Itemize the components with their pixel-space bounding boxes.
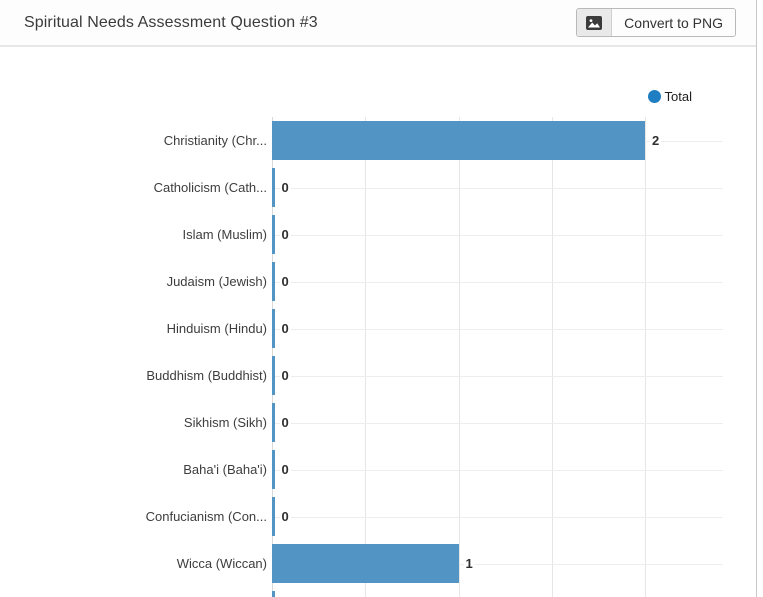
row-plot: 0 (272, 211, 723, 258)
bar-row: Christianity (Chr... 2 (0, 117, 756, 164)
category-label: Wicca (Wiccan) (176, 556, 267, 571)
value-label: 0 (279, 461, 291, 477)
value-label: 0 (279, 179, 291, 195)
bar[interactable] (272, 309, 275, 348)
bar[interactable] (272, 591, 275, 597)
row-plot: 1 (272, 540, 723, 587)
row-plot: 0 (272, 399, 723, 446)
page-title: Spiritual Needs Assessment Question #3 (24, 13, 318, 31)
row-gridline (272, 187, 723, 189)
value-label: 0 (279, 508, 291, 524)
category-label: Islam (Muslim) (182, 227, 268, 242)
row-gridline (272, 422, 723, 424)
bar-row: Islam (Muslim) 0 (0, 211, 756, 258)
category-label: Buddhism (Buddhist) (146, 368, 267, 383)
row-gridline (272, 328, 723, 330)
legend-item-total[interactable]: Total (0, 88, 692, 104)
row-plot: 0 (272, 352, 723, 399)
row-plot: 0 (272, 305, 723, 352)
bar[interactable] (272, 403, 275, 442)
row-gridline (272, 375, 723, 377)
row-gridline (272, 281, 723, 283)
vertical-gridline (459, 117, 460, 597)
bar[interactable] (272, 121, 645, 160)
vertical-gridline (365, 117, 366, 597)
value-label: 0 (279, 367, 291, 383)
category-label: Judaism (Jewish) (166, 274, 267, 289)
bar-row: 0 (0, 587, 756, 597)
convert-button-label: Convert to PNG (612, 9, 735, 36)
category-label: Catholicism (Cath... (153, 180, 267, 195)
bar[interactable] (272, 497, 275, 536)
row-plot: 2 (272, 117, 723, 164)
bar[interactable] (272, 544, 459, 583)
row-gridline (272, 516, 723, 518)
row-gridline (272, 563, 723, 565)
value-label: 0 (279, 320, 291, 336)
bar[interactable] (272, 262, 275, 301)
category-label: Hinduism (Hindu) (166, 321, 267, 336)
vertical-gridline (645, 117, 646, 597)
value-label: 1 (463, 555, 475, 571)
plot-area: Christianity (Chr... 2 Catholicism (Cath… (0, 117, 756, 597)
vertical-gridline (552, 117, 553, 597)
bar-row: Sikhism (Sikh) 0 (0, 399, 756, 446)
image-icon (577, 9, 613, 36)
value-label: 2 (650, 132, 662, 148)
bar[interactable] (272, 356, 275, 395)
bar-row: Judaism (Jewish) 0 (0, 258, 756, 305)
bar-chart: Total Christianity (Chr... 2 Catholicism… (0, 47, 756, 597)
value-label: 0 (279, 226, 291, 242)
bar-row: Wicca (Wiccan) 1 (0, 540, 756, 587)
bar-row: Hinduism (Hindu) 0 (0, 305, 756, 352)
bar[interactable] (272, 168, 275, 207)
bar-row: Buddhism (Buddhist) 0 (0, 352, 756, 399)
category-label: Confucianism (Con... (145, 509, 267, 524)
row-gridline (272, 234, 723, 236)
panel-header: Spiritual Needs Assessment Question #3 C… (0, 0, 756, 47)
bar-row: Baha'i (Baha'i) 0 (0, 446, 756, 493)
bar[interactable] (272, 450, 275, 489)
row-plot: 0 (272, 164, 723, 211)
convert-to-png-button[interactable]: Convert to PNG (576, 8, 736, 37)
row-plot: 0 (272, 446, 723, 493)
legend-label: Total (664, 88, 692, 104)
category-label: Christianity (Chr... (163, 133, 267, 148)
value-label: 0 (279, 273, 291, 289)
row-plot: 0 (272, 587, 723, 597)
bar-row: Catholicism (Cath... 0 (0, 164, 756, 211)
category-label: Sikhism (Sikh) (183, 415, 267, 430)
value-label: 0 (279, 414, 291, 430)
row-plot: 0 (272, 258, 723, 305)
legend-marker-icon (647, 89, 661, 103)
bar-row: Confucianism (Con... 0 (0, 493, 756, 540)
row-gridline (272, 469, 723, 471)
category-label: Baha'i (Baha'i) (183, 462, 267, 477)
bar[interactable] (272, 215, 275, 254)
row-plot: 0 (272, 493, 723, 540)
